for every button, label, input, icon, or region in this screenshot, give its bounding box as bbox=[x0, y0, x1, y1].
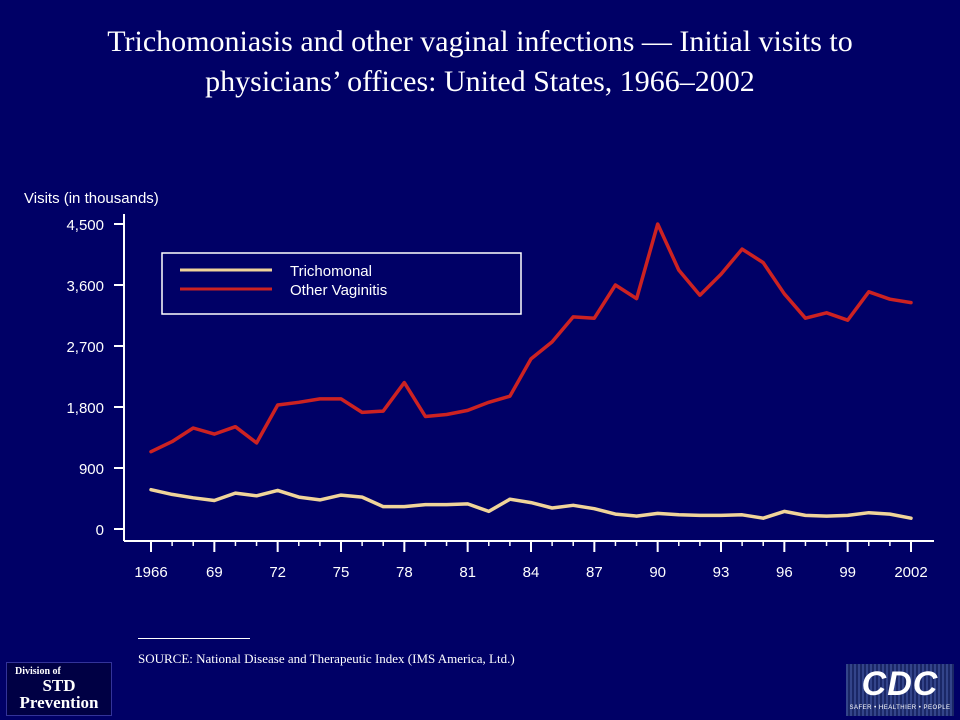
std-logo-line2: STD bbox=[42, 676, 76, 695]
y-tick-label: 4,500 bbox=[66, 217, 104, 234]
x-tick-label: 75 bbox=[333, 564, 350, 581]
x-tick-label: 84 bbox=[523, 564, 540, 581]
source-divider bbox=[138, 638, 250, 639]
x-tick-label: 78 bbox=[396, 564, 413, 581]
x-tick-label: 2002 bbox=[894, 564, 927, 581]
x-tick-label: 99 bbox=[839, 564, 856, 581]
x-tick-label: 90 bbox=[649, 564, 666, 581]
series-line-other-vaginitis bbox=[149, 222, 913, 454]
source-note: SOURCE: National Disease and Therapeutic… bbox=[138, 651, 515, 666]
std-logo-line3: Prevention bbox=[19, 693, 99, 712]
x-tick-label: 1966 bbox=[134, 564, 167, 581]
y-tick-label: 2,700 bbox=[66, 339, 104, 356]
cdc-logo-tagline: SAFER • HEALTHIER • PEOPLE bbox=[849, 705, 951, 711]
cdc-logo: CDC SAFER • HEALTHIER • PEOPLE bbox=[846, 664, 954, 716]
std-prevention-logo: Division of STD Prevention bbox=[6, 662, 112, 716]
chart-title: Trichomoniasis and other vaginal infecti… bbox=[107, 25, 853, 98]
y-tick-label: 3,600 bbox=[66, 278, 104, 295]
y-tick-label: 1,800 bbox=[66, 400, 104, 417]
x-tick-label: 81 bbox=[459, 564, 476, 581]
x-tick-label: 72 bbox=[269, 564, 286, 581]
std-logo-line1: Division of bbox=[15, 666, 61, 677]
legend-label: Trichomonal bbox=[290, 263, 372, 280]
legend-box bbox=[161, 252, 522, 315]
x-tick-label: 93 bbox=[713, 564, 730, 581]
y-axis-label: Visits (in thousands) bbox=[24, 190, 159, 207]
y-tick-label: 900 bbox=[79, 461, 104, 478]
series-line-trichomonal bbox=[149, 487, 913, 520]
x-tick-label: 69 bbox=[206, 564, 223, 581]
legend-label: Other Vaginitis bbox=[290, 282, 387, 299]
y-tick-label: 0 bbox=[96, 522, 104, 539]
cdc-logo-text: CDC bbox=[861, 665, 939, 703]
x-tick-label: 87 bbox=[586, 564, 603, 581]
x-tick-label: 96 bbox=[776, 564, 793, 581]
